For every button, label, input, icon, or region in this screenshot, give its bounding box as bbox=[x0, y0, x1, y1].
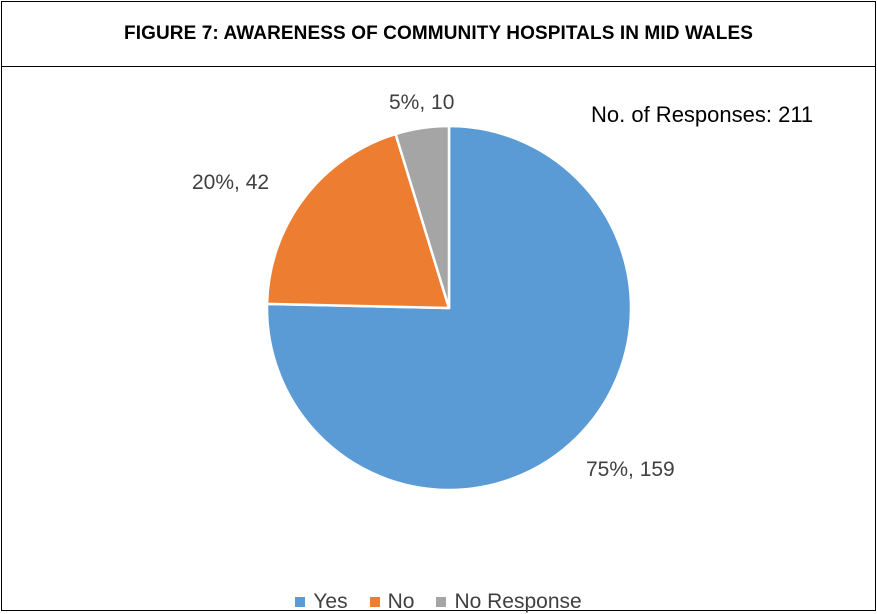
legend-label: Yes bbox=[313, 590, 348, 613]
legend: Yes No No Response bbox=[2, 590, 875, 614]
legend-swatch bbox=[295, 597, 306, 607]
legend-item-no: No bbox=[369, 590, 415, 614]
pie-slice-no-response bbox=[394, 124, 451, 310]
title-bar: FIGURE 7: AWARENESS OF COMMUNITY HOSPITA… bbox=[2, 2, 875, 67]
pie-slices bbox=[265, 124, 633, 492]
responses-annotation: No. of Responses: 211 bbox=[591, 102, 813, 127]
legend-swatch bbox=[436, 597, 447, 607]
legend-item-yes: Yes bbox=[295, 590, 348, 614]
chart-title: FIGURE 7: AWARENESS OF COMMUNITY HOSPITA… bbox=[123, 23, 753, 44]
data-label-no-response: 5%, 10 bbox=[389, 91, 454, 114]
data-label-yes: 75%, 159 bbox=[586, 458, 675, 481]
legend-swatch bbox=[369, 597, 380, 607]
legend-item-no-response: No Response bbox=[436, 590, 582, 614]
pie-slice-yes bbox=[265, 124, 633, 492]
data-label-no: 20%, 42 bbox=[192, 171, 269, 194]
pie-data-labels: 75%, 159 20%, 42 5%, 10 bbox=[192, 91, 675, 481]
pie-slice-no bbox=[265, 132, 451, 310]
legend-label: No bbox=[387, 590, 415, 613]
legend-label: No Response bbox=[454, 590, 582, 613]
